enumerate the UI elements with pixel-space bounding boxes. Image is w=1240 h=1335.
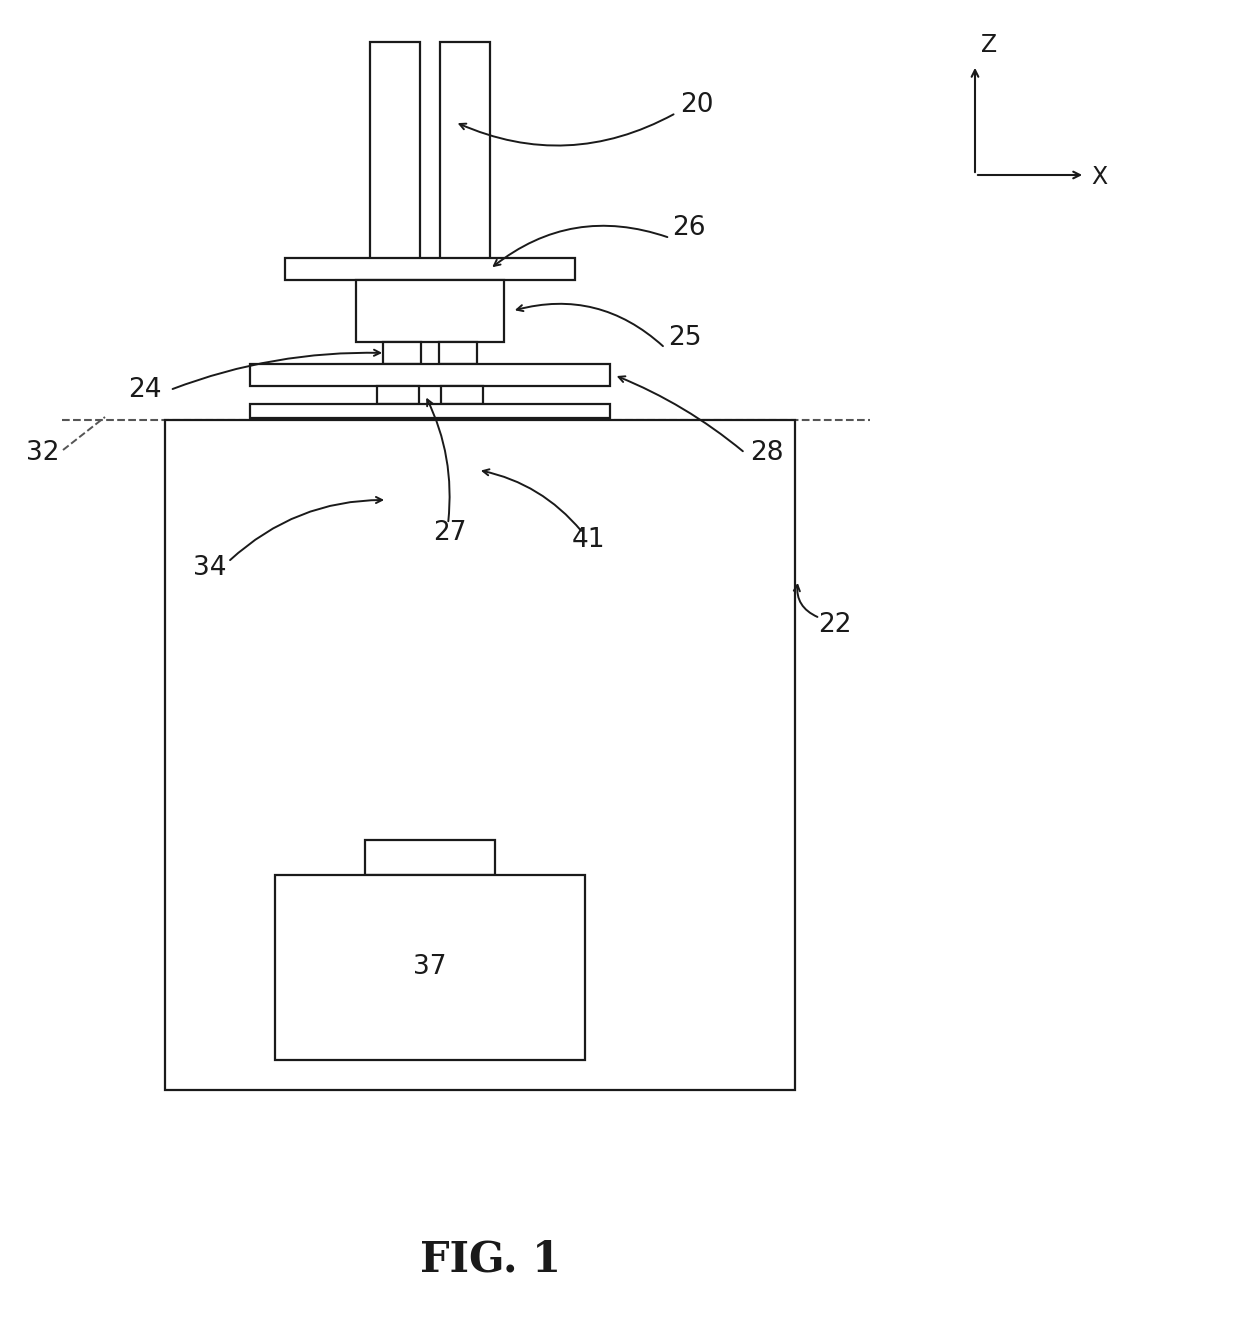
Bar (370, 41, 420, 262)
Bar (441, 386, 484, 405)
Bar (275, 874, 585, 1060)
Bar (377, 386, 419, 405)
Text: 37: 37 (413, 955, 446, 980)
Text: 27: 27 (433, 521, 466, 546)
Text: 32: 32 (26, 441, 60, 466)
Bar (165, 421, 795, 1089)
Bar (356, 280, 503, 342)
Bar (285, 258, 575, 280)
Text: 28: 28 (750, 441, 784, 466)
Text: 25: 25 (668, 324, 702, 351)
Text: FIG. 1: FIG. 1 (419, 1239, 560, 1282)
Text: 22: 22 (818, 611, 852, 638)
Bar (250, 364, 610, 386)
Text: 20: 20 (680, 92, 713, 117)
Bar (250, 405, 610, 418)
Bar (439, 342, 477, 364)
Text: 24: 24 (129, 376, 162, 403)
Bar (365, 840, 495, 874)
Bar (440, 41, 490, 262)
Text: 26: 26 (672, 215, 706, 242)
Bar (383, 342, 422, 364)
Text: Z: Z (981, 33, 997, 57)
Text: X: X (1091, 166, 1107, 190)
Text: 34: 34 (193, 555, 227, 581)
Text: 41: 41 (572, 527, 605, 553)
